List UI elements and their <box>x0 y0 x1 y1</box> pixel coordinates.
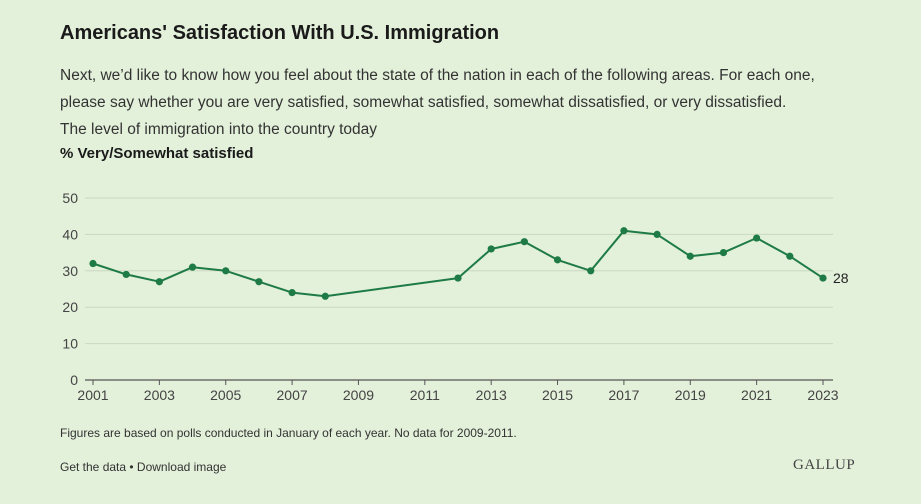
x-tick-label: 2023 <box>807 387 838 403</box>
grid-layer <box>85 197 833 381</box>
x-tick-label: 2021 <box>741 387 772 403</box>
y-tick-label: 0 <box>70 372 78 388</box>
x-tick-label: 2001 <box>77 387 108 403</box>
data-point <box>487 245 495 253</box>
data-point <box>454 274 462 282</box>
data-point <box>155 278 163 286</box>
y-tick-label: 40 <box>62 226 78 242</box>
data-point <box>520 238 528 246</box>
x-tick-label: 2013 <box>476 387 507 403</box>
data-point <box>122 270 130 279</box>
y-tick-label: 10 <box>62 336 78 352</box>
x-tick-label: 2017 <box>608 387 639 403</box>
data-point <box>255 278 263 286</box>
chart-title: Americans' Satisfaction With U.S. Immigr… <box>60 22 500 44</box>
y-tick-label: 30 <box>62 263 78 279</box>
data-point <box>321 292 329 300</box>
end-value-label: 28 <box>833 270 849 286</box>
y-tick-label: 20 <box>62 299 78 315</box>
y-tick-label: 50 <box>62 190 78 206</box>
data-point <box>188 263 197 271</box>
footer-links: Get the data • Download image <box>60 460 226 474</box>
data-point <box>686 252 694 260</box>
data-point <box>587 267 595 275</box>
series-line <box>92 229 824 298</box>
data-point <box>89 259 97 268</box>
data-point <box>553 256 562 264</box>
data-point <box>719 249 728 257</box>
data-point <box>222 267 230 275</box>
x-tick-label: 2019 <box>675 387 706 403</box>
download-image-link[interactable]: Download image <box>136 460 227 474</box>
measure-label: % Very/Somewhat satisfied <box>60 145 254 162</box>
x-tick-label: 2003 <box>144 387 175 403</box>
data-point <box>786 252 794 260</box>
x-tick-label: 2009 <box>343 387 374 403</box>
data-point <box>653 230 661 238</box>
data-point <box>288 289 296 297</box>
question-line-2: please say whether you are very satisfie… <box>60 94 787 111</box>
question-text: Next, we’d like to know how you feel abo… <box>60 62 880 143</box>
x-tick-label: 2015 <box>542 387 573 403</box>
question-line-1: Next, we’d like to know how you feel abo… <box>60 67 815 84</box>
footnote: Figures are based on polls conducted in … <box>60 426 517 440</box>
x-tick-label: 2005 <box>210 387 241 403</box>
gallup-logo: GALLUP <box>793 457 856 473</box>
data-point <box>819 274 827 282</box>
x-tick-label: 2007 <box>277 387 308 403</box>
data-point <box>620 227 628 235</box>
line-chart: 0 10 20 30 40 50 2001 2003 2005 2007 2009 2011 2013 2… <box>62 190 849 403</box>
question-line-3: The level of immigration into the countr… <box>60 121 378 138</box>
x-tick-label: 2011 <box>410 387 440 403</box>
series-layer: 28 <box>89 227 849 300</box>
link-separator: • <box>126 460 137 474</box>
data-point <box>753 234 761 242</box>
get-data-link[interactable]: Get the data <box>60 460 127 474</box>
axis-layer: 0 10 20 30 40 50 2001 2003 2005 2007 2009 2011 2013 2… <box>62 190 838 403</box>
